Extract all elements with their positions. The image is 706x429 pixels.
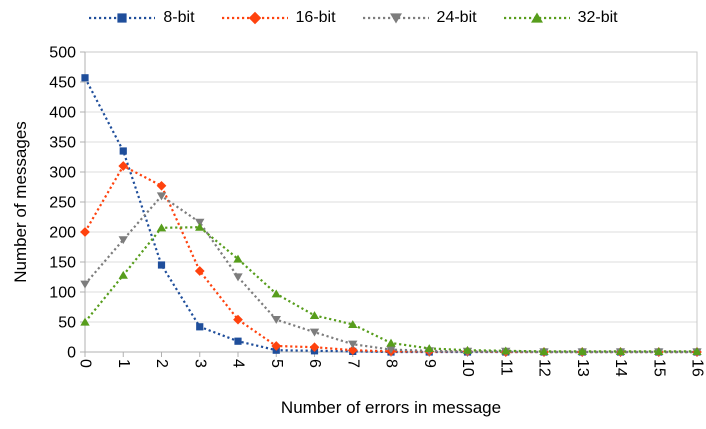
- x-tick-label: 8: [383, 359, 400, 368]
- y-tick-label: 50: [58, 315, 76, 332]
- data-point-marker: [233, 273, 243, 282]
- x-tick-label: 15: [650, 359, 667, 377]
- data-point-marker: [195, 218, 205, 227]
- data-point-marker: [424, 344, 434, 352]
- data-point-marker: [348, 320, 358, 328]
- data-point-marker: [233, 254, 243, 263]
- data-point-marker: [81, 74, 89, 82]
- data-point-marker: [539, 347, 549, 355]
- series-32-bit: [80, 222, 702, 355]
- data-point-marker: [156, 223, 167, 232]
- chart-legend: 8-bit 16-bit 24-bit 32-bit: [0, 4, 706, 32]
- legend-label: 8-bit: [163, 9, 195, 26]
- data-point-marker: [248, 11, 261, 25]
- data-point-marker: [654, 347, 664, 355]
- data-point-marker: [271, 289, 281, 298]
- legend-item-24-bit: 24-bit: [362, 10, 477, 26]
- legend-label: 24-bit: [436, 9, 477, 26]
- legend-item-32-bit: 32-bit: [503, 10, 618, 26]
- y-tick-label: 400: [49, 105, 76, 122]
- data-point-marker: [347, 345, 358, 356]
- x-axis-title: Number of errors in message: [280, 398, 502, 417]
- data-point-marker: [386, 338, 396, 347]
- y-tick-label: 0: [67, 345, 76, 362]
- y-tick-label: 350: [49, 135, 76, 152]
- data-point-marker: [117, 13, 127, 23]
- data-point-marker: [501, 346, 511, 355]
- x-tick-label: 10: [459, 359, 476, 377]
- x-tick-label: 2: [153, 359, 170, 368]
- data-point-marker: [156, 192, 167, 201]
- x-tick-label: 4: [230, 359, 247, 368]
- y-tick-label: 250: [49, 195, 76, 212]
- data-point-marker: [389, 13, 402, 24]
- x-tick-label: 5: [268, 359, 285, 368]
- legend-key-diamond-icon: [221, 11, 288, 25]
- data-point-marker: [118, 161, 129, 171]
- data-point-marker: [615, 347, 626, 355]
- gridlines: [85, 51, 697, 323]
- series-24-bit: [80, 192, 702, 357]
- x-tick-labels: 0 1 2 3 4 5 6 7 8 9 10 11 12 13 14 15 16: [77, 359, 706, 377]
- data-point-marker: [309, 328, 320, 337]
- data-point-marker: [577, 347, 587, 355]
- x-tick-label: 9: [421, 359, 438, 368]
- legend-label: 16-bit: [295, 9, 336, 26]
- data-point-marker: [234, 337, 242, 345]
- x-tick-label: 7: [344, 359, 361, 368]
- y-tick-label: 200: [49, 225, 76, 242]
- y-tick-label: 500: [49, 45, 76, 62]
- x-tick-label: 13: [574, 359, 591, 377]
- data-point-marker: [692, 347, 702, 355]
- data-point-marker: [194, 266, 205, 276]
- legend-key-square-icon: [89, 13, 156, 23]
- data-point-marker: [156, 180, 167, 191]
- data-point-marker: [80, 280, 90, 289]
- data-point-marker: [530, 12, 543, 23]
- data-point-marker: [118, 270, 128, 279]
- x-tick-label: 14: [612, 359, 629, 377]
- data-point-marker: [348, 340, 358, 349]
- y-tick-label: 450: [49, 75, 76, 92]
- data-point-marker: [118, 236, 128, 245]
- x-tick-label: 1: [115, 359, 132, 368]
- legend-item-8-bit: 8-bit: [88, 9, 195, 26]
- y-tick-label: 100: [49, 285, 76, 302]
- legend-key-triangle-up-icon: [503, 12, 570, 23]
- data-point-marker: [80, 317, 90, 326]
- y-tick-label: 150: [49, 255, 76, 272]
- data-point-marker: [462, 345, 473, 354]
- series-16-bit: [80, 161, 702, 357]
- y-tick-labels: 0 50 100 150 200 250 300 350 400 450 500: [49, 45, 76, 362]
- x-tick-label: 0: [77, 359, 94, 368]
- data-point-marker: [195, 222, 205, 231]
- legend-item-16-bit: 16-bit: [221, 10, 336, 26]
- series-line-16-bit: [84, 164, 697, 354]
- data-point-marker: [157, 261, 166, 269]
- data-point-marker: [386, 346, 396, 354]
- data-point-marker: [271, 341, 282, 351]
- y-axis-title: Number of messages: [11, 121, 30, 283]
- data-point-marker: [119, 147, 127, 155]
- x-tick-label: 6: [306, 359, 323, 368]
- legend-label: 32-bit: [577, 9, 618, 26]
- y-tick-label: 300: [49, 165, 76, 182]
- data-point-marker: [271, 316, 281, 324]
- series-line-8-bit: [84, 77, 697, 354]
- legend-key-triangle-down-icon: [362, 13, 429, 24]
- data-point-marker: [196, 323, 204, 331]
- x-tick-label: 3: [191, 359, 208, 368]
- data-point-marker: [309, 342, 320, 353]
- x-tick-label: 12: [536, 359, 553, 377]
- data-point-marker: [309, 311, 320, 319]
- data-point-marker: [233, 314, 243, 325]
- x-tick-label: 11: [497, 359, 514, 376]
- data-point-marker: [80, 227, 90, 237]
- x-tick-label: 16: [689, 359, 706, 377]
